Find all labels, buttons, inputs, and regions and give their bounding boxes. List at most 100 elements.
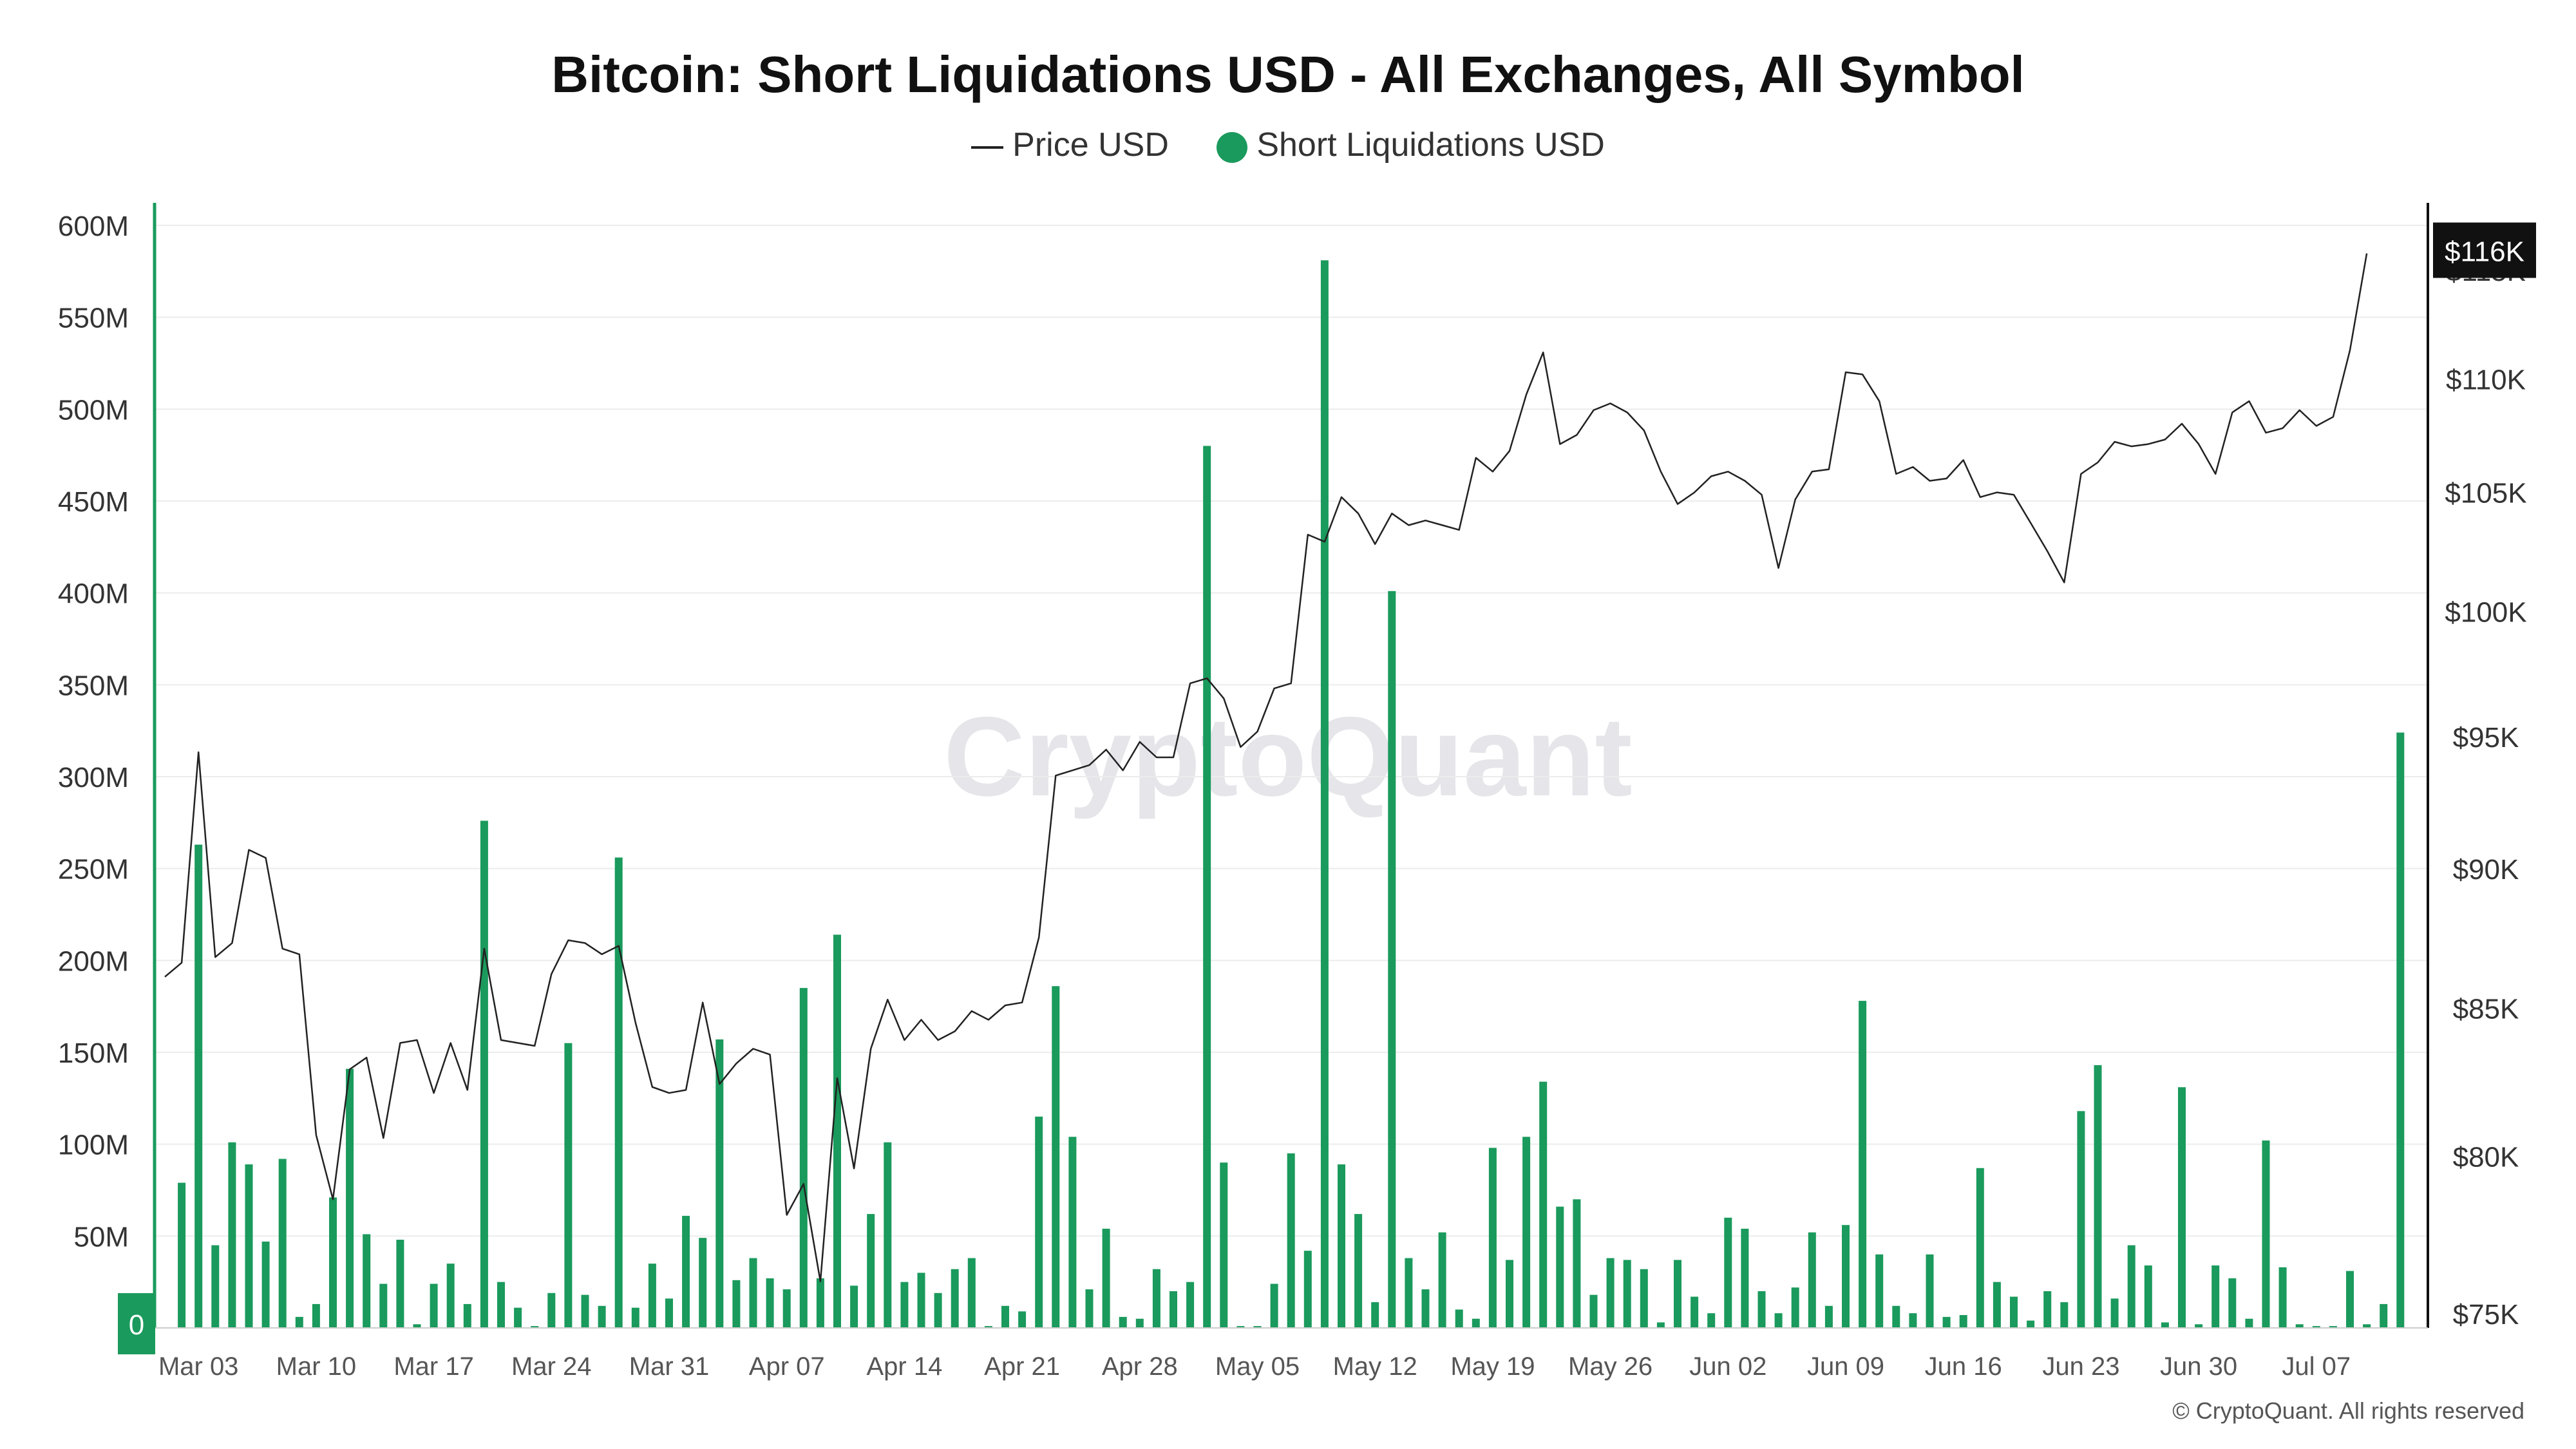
liquidation-bar[interactable] — [1909, 1313, 1917, 1328]
liquidation-bar[interactable] — [547, 1293, 556, 1328]
liquidation-bar[interactable] — [1270, 1283, 1278, 1328]
liquidation-bar[interactable] — [1774, 1313, 1783, 1328]
liquidation-bar[interactable] — [1824, 1305, 1833, 1328]
liquidation-bar[interactable] — [665, 1298, 673, 1328]
liquidation-bar[interactable] — [2245, 1318, 2253, 1328]
liquidation-bar[interactable] — [1640, 1269, 1648, 1328]
liquidation-bar[interactable] — [2195, 1324, 2203, 1328]
liquidation-bar[interactable] — [1573, 1199, 1581, 1328]
liquidation-bar[interactable] — [1035, 1116, 1043, 1328]
liquidation-bar[interactable] — [699, 1238, 707, 1328]
liquidation-bar[interactable] — [1976, 1168, 1984, 1328]
liquidation-bar[interactable] — [884, 1142, 892, 1328]
liquidation-bar[interactable] — [850, 1285, 858, 1328]
liquidation-bar[interactable] — [1001, 1305, 1009, 1328]
liquidation-bar[interactable] — [917, 1273, 925, 1328]
liquidation-bar[interactable] — [446, 1264, 455, 1328]
liquidation-bar[interactable] — [631, 1307, 639, 1328]
liquidation-bar[interactable] — [2278, 1267, 2287, 1328]
liquidation-bar[interactable] — [1119, 1316, 1127, 1328]
liquidation-bar[interactable] — [1052, 986, 1060, 1328]
liquidation-bar[interactable] — [2380, 1303, 2388, 1328]
price-line[interactable] — [164, 253, 2368, 1283]
liquidation-bar[interactable] — [1707, 1313, 1716, 1328]
liquidation-bar[interactable] — [1606, 1258, 1615, 1328]
liquidation-bar[interactable] — [682, 1215, 690, 1328]
liquidation-bar[interactable] — [463, 1303, 471, 1328]
liquidation-bar[interactable] — [1085, 1289, 1094, 1328]
liquidation-bar[interactable] — [1842, 1225, 1850, 1328]
liquidation-bar[interactable] — [1220, 1162, 1228, 1328]
liquidation-bar[interactable] — [346, 1068, 354, 1328]
liquidation-bar[interactable] — [396, 1240, 404, 1328]
liquidation-bar[interactable] — [1623, 1260, 1631, 1328]
liquidation-bar[interactable] — [1371, 1302, 1379, 1328]
liquidation-bar[interactable] — [1690, 1296, 1699, 1328]
legend-item-short-liquidations[interactable]: Short Liquidations USD — [1217, 126, 1605, 164]
liquidation-bar[interactable] — [2295, 1324, 2304, 1328]
liquidation-bar[interactable] — [1993, 1282, 2001, 1328]
liquidation-bar[interactable] — [1539, 1081, 1548, 1328]
liquidation-bar[interactable] — [1522, 1137, 1531, 1328]
liquidation-bar[interactable] — [1203, 446, 1211, 1328]
liquidation-bar[interactable] — [1556, 1206, 1564, 1328]
liquidation-bar[interactable] — [2077, 1111, 2085, 1328]
liquidation-bar[interactable] — [564, 1043, 573, 1328]
liquidation-bar[interactable] — [1338, 1164, 1345, 1328]
legend-item-price[interactable]: Price USD — [971, 126, 1169, 164]
liquidation-bar[interactable] — [1405, 1258, 1413, 1328]
liquidation-bar[interactable] — [1287, 1153, 1295, 1328]
liquidation-bar[interactable] — [614, 857, 623, 1328]
liquidation-bar[interactable] — [2346, 1271, 2354, 1328]
liquidation-bar[interactable] — [245, 1164, 253, 1328]
liquidation-bar[interactable] — [2144, 1265, 2152, 1328]
liquidation-bar[interactable] — [598, 1305, 606, 1328]
liquidation-bar[interactable] — [2211, 1265, 2220, 1328]
liquidation-bar[interactable] — [1859, 1001, 1867, 1328]
liquidation-bar[interactable] — [1791, 1287, 1799, 1328]
liquidation-bar[interactable] — [967, 1258, 976, 1328]
liquidation-bar[interactable] — [1152, 1269, 1160, 1328]
liquidation-bar[interactable] — [1236, 1326, 1245, 1328]
liquidation-bar[interactable] — [2312, 1326, 2320, 1328]
liquidation-bar[interactable] — [732, 1280, 741, 1328]
liquidation-bar[interactable] — [1303, 1251, 1312, 1328]
liquidation-bar[interactable] — [1018, 1311, 1027, 1328]
liquidation-bar[interactable] — [1892, 1305, 1900, 1328]
liquidation-bar[interactable] — [430, 1283, 438, 1328]
liquidation-bar[interactable] — [2363, 1324, 2371, 1328]
liquidation-bar[interactable] — [1757, 1291, 1766, 1328]
liquidation-bar[interactable] — [1942, 1316, 1951, 1328]
liquidation-bar[interactable] — [1170, 1291, 1177, 1328]
liquidation-bar[interactable] — [2110, 1298, 2119, 1328]
liquidation-bar[interactable] — [2262, 1140, 2270, 1328]
liquidation-bar[interactable] — [1186, 1282, 1195, 1328]
liquidation-bar[interactable] — [1388, 591, 1396, 1328]
liquidation-bar[interactable] — [951, 1269, 959, 1328]
liquidation-bar[interactable] — [480, 820, 488, 1328]
liquidation-bar[interactable] — [1421, 1289, 1430, 1328]
liquidation-bar[interactable] — [1253, 1326, 1262, 1328]
liquidation-bar[interactable] — [363, 1234, 371, 1328]
liquidation-bar[interactable] — [984, 1326, 992, 1328]
liquidation-bar[interactable] — [1506, 1260, 1513, 1328]
liquidation-bar[interactable] — [816, 1278, 824, 1328]
liquidation-bar[interactable] — [514, 1307, 522, 1328]
liquidation-bar[interactable] — [782, 1289, 791, 1328]
liquidation-bar[interactable] — [2094, 1065, 2102, 1328]
liquidation-bar[interactable] — [1320, 260, 1329, 1328]
liquidation-bar[interactable] — [2043, 1291, 2052, 1328]
liquidation-bar[interactable] — [329, 1197, 337, 1328]
liquidation-bar[interactable] — [194, 844, 203, 1328]
liquidation-bar[interactable] — [295, 1316, 303, 1328]
liquidation-bar[interactable] — [1926, 1254, 1934, 1328]
liquidation-bar[interactable] — [2027, 1320, 2035, 1328]
liquidation-bar[interactable] — [2329, 1326, 2337, 1328]
liquidation-bar[interactable] — [228, 1142, 236, 1328]
liquidation-bar[interactable] — [2228, 1278, 2237, 1328]
liquidation-bar[interactable] — [867, 1214, 875, 1328]
liquidation-bar[interactable] — [1472, 1318, 1480, 1328]
liquidation-bar[interactable] — [2396, 732, 2405, 1328]
liquidation-bar[interactable] — [379, 1283, 388, 1328]
liquidation-bar[interactable] — [799, 988, 808, 1328]
